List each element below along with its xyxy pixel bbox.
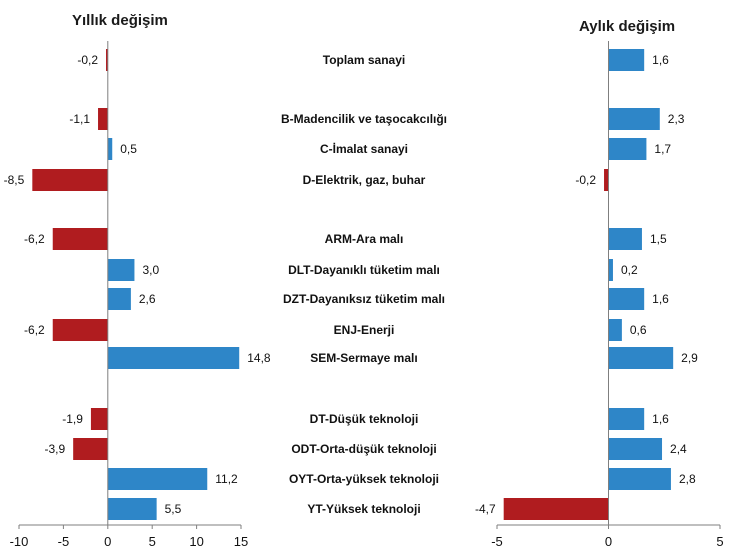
monthly-bar — [608, 468, 671, 490]
category-label: C-İmalat sanayi — [320, 141, 408, 156]
annual-bar — [52, 228, 108, 250]
annual-value-label: -1,1 — [69, 112, 90, 126]
monthly-bar — [608, 288, 645, 310]
monthly-tick-label: 0 — [605, 534, 612, 549]
annual-bar — [107, 288, 131, 310]
category-label: OYT-Orta-yüksek teknoloji — [289, 472, 439, 486]
category-label: DLT-Dayanıklı tüketim malı — [288, 263, 440, 277]
category-label: ENJ-Enerji — [334, 323, 395, 337]
monthly-bar — [608, 138, 647, 160]
annual-bar — [90, 408, 108, 430]
monthly-bar — [608, 259, 613, 281]
monthly-value-label: 2,9 — [681, 351, 698, 365]
annual-value-label: 11,2 — [215, 472, 238, 486]
annual-bar — [107, 498, 157, 520]
annual-tick-label: 10 — [189, 534, 203, 549]
category-label: DT-Düşük teknoloji — [310, 412, 419, 426]
annual-bar — [107, 468, 208, 490]
annual-value-label: 5,5 — [165, 502, 182, 516]
annual-value-label: -3,9 — [44, 442, 65, 456]
annual-value-label: -8,5 — [4, 173, 25, 187]
annual-tick-label: 0 — [104, 534, 111, 549]
annual-value-label: -6,2 — [24, 323, 45, 337]
annual-tick-label: -10 — [10, 534, 29, 549]
annual-change-title: Yıllık değişim — [72, 12, 168, 29]
annual-bar — [98, 108, 108, 130]
annual-tick-label: 5 — [149, 534, 156, 549]
annual-bar — [107, 138, 113, 160]
monthly-value-label: 2,4 — [670, 442, 687, 456]
annual-value-label: -1,9 — [62, 412, 83, 426]
category-label: ARM-Ara malı — [325, 232, 404, 246]
annual-bar — [107, 259, 135, 281]
category-label: B-Madencilik ve taşocakcılığı — [281, 112, 447, 126]
monthly-value-label: 1,6 — [652, 292, 669, 306]
monthly-value-label: 1,7 — [654, 142, 671, 156]
monthly-value-label: -4,7 — [475, 502, 496, 516]
annual-value-label: 14,8 — [247, 351, 271, 365]
category-label: Toplam sanayi — [323, 53, 405, 67]
monthly-bar — [608, 49, 645, 71]
monthly-bar — [503, 498, 609, 520]
monthly-value-label: 1,5 — [650, 232, 667, 246]
annual-value-label: 3,0 — [142, 263, 159, 277]
annual-bar — [52, 319, 108, 341]
category-label: YT-Yüksek teknoloji — [307, 502, 420, 516]
monthly-value-label: 2,8 — [679, 472, 696, 486]
category-label: ODT-Orta-düşük teknoloji — [291, 442, 436, 456]
monthly-bar — [608, 408, 645, 430]
monthly-value-label: 1,6 — [652, 53, 669, 67]
annual-bar — [32, 169, 108, 191]
annual-tick-label: 15 — [234, 534, 248, 549]
monthly-value-label: 0,6 — [630, 323, 647, 337]
category-label: SEM-Sermaye malı — [310, 351, 417, 365]
monthly-tick-label: 5 — [716, 534, 723, 549]
annual-bar — [73, 438, 108, 460]
category-label: DZT-Dayanıksız tüketim malı — [283, 292, 445, 306]
monthly-value-label: 1,6 — [652, 412, 669, 426]
annual-bar — [107, 347, 240, 369]
annual-value-label: 0,5 — [120, 142, 137, 156]
monthly-value-label: 2,3 — [668, 112, 685, 126]
annual-value-label: -6,2 — [24, 232, 45, 246]
monthly-bar — [608, 347, 674, 369]
monthly-bar — [604, 169, 609, 191]
monthly-bar — [608, 228, 642, 250]
annual-value-label: 2,6 — [139, 292, 156, 306]
monthly-value-label: 0,2 — [621, 263, 638, 277]
annual-value-label: -0,2 — [77, 53, 98, 67]
category-label: D-Elektrik, gaz, buhar — [303, 173, 426, 187]
monthly-bar — [608, 108, 660, 130]
monthly-change-title: Aylık değişim — [579, 18, 676, 35]
monthly-tick-label: -5 — [491, 534, 503, 549]
monthly-bar — [608, 319, 622, 341]
monthly-bar — [608, 438, 663, 460]
monthly-value-label: -0,2 — [575, 173, 596, 187]
annual-tick-label: -5 — [58, 534, 70, 549]
annual-bar — [106, 49, 108, 71]
